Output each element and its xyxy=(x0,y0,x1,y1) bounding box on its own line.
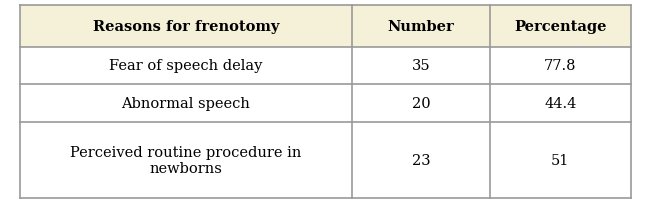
Bar xyxy=(20,47,630,85)
Text: Perceived routine procedure in
newborns: Perceived routine procedure in newborns xyxy=(70,145,302,175)
Text: 20: 20 xyxy=(412,96,430,110)
Text: Percentage: Percentage xyxy=(514,20,606,34)
Text: Abnormal speech: Abnormal speech xyxy=(122,96,250,110)
Text: 35: 35 xyxy=(412,59,430,73)
Text: Number: Number xyxy=(388,20,454,34)
Text: 44.4: 44.4 xyxy=(544,96,577,110)
Text: 77.8: 77.8 xyxy=(544,59,577,73)
Text: Reasons for frenotomy: Reasons for frenotomy xyxy=(93,20,280,34)
Bar xyxy=(20,122,630,198)
Text: Fear of speech delay: Fear of speech delay xyxy=(109,59,263,73)
Text: 23: 23 xyxy=(412,153,430,167)
Bar xyxy=(20,6,630,47)
Bar xyxy=(20,85,630,122)
Text: 51: 51 xyxy=(551,153,569,167)
